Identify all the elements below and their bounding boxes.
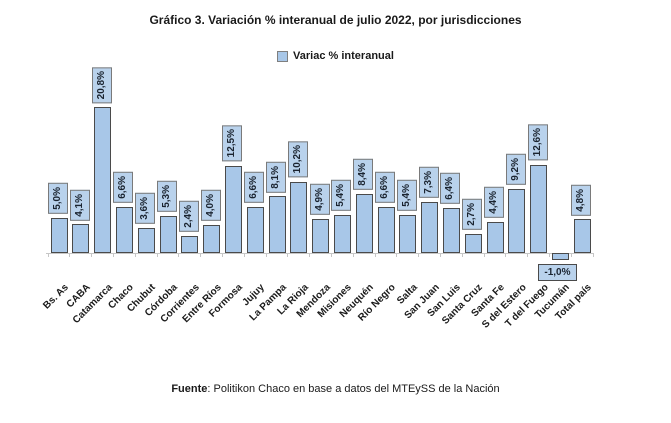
x-axis-tick [592, 253, 594, 257]
x-axis-tick [112, 253, 114, 257]
bar-value-label: 2,7% [462, 199, 483, 231]
source-note: Fuente: Politikon Chaco en base a datos … [0, 383, 671, 395]
bar-Misiones [333, 215, 351, 253]
x-axis-tick [548, 253, 550, 257]
x-axis-tick [221, 253, 223, 257]
bar-value-label: 8,1% [266, 161, 286, 193]
bar-Tucumán [551, 253, 569, 260]
bar-Santa Cruz [464, 234, 482, 253]
x-axis-tick [396, 253, 398, 257]
bar-value-label: 5,4% [396, 180, 417, 212]
bar-value-label: 6,6% [244, 172, 265, 203]
x-axis-tick [570, 253, 572, 257]
bar-value-label: 8,4% [353, 159, 374, 191]
x-axis-label: Bs. As [41, 282, 71, 312]
x-axis-tick [200, 253, 202, 257]
bar-CABA [72, 224, 90, 253]
x-axis-line [46, 253, 594, 254]
bar-value-label: 5,4% [331, 180, 352, 212]
x-axis-tick [439, 253, 441, 257]
bar-Corrientes [181, 236, 199, 253]
bar-T del Fuego [530, 164, 548, 253]
x-axis-tick [461, 253, 463, 257]
bar-Entre Ríos [203, 225, 221, 253]
bar-Chaco [115, 206, 133, 253]
x-axis-tick [505, 253, 507, 257]
x-axis-tick [309, 253, 311, 257]
x-axis-tick [69, 253, 71, 257]
bar-value-label: 4,8% [571, 184, 592, 216]
bar-value-label: 4,4% [484, 187, 504, 219]
bar-Chubut [137, 227, 155, 253]
x-axis-tick [483, 253, 485, 257]
bar-Bs. As [50, 218, 68, 253]
bar-S del Estero [508, 188, 526, 253]
bar-Río Negro [377, 206, 395, 253]
x-axis-tick [527, 253, 529, 257]
bar-value-label: 5,0% [48, 183, 68, 214]
x-axis-tick [330, 253, 332, 257]
x-axis-tick [47, 253, 49, 257]
x-axis-tick [91, 253, 93, 257]
legend: Variac % interanual [0, 50, 671, 62]
bar-Catamarca [94, 107, 112, 253]
bar-San Luis [442, 208, 460, 253]
bar-value-label: 12,5% [222, 125, 243, 162]
legend-swatch-icon [277, 50, 289, 62]
legend-label: Variac % interanual [293, 50, 394, 62]
bar-Formosa [224, 165, 242, 253]
bar-value-label: 6,6% [375, 172, 395, 203]
bar-value-label: 12,6% [527, 124, 548, 161]
x-axis-tick [134, 253, 136, 257]
bar-value-label: -1,0% [538, 264, 577, 281]
bar-value-label: 5,3% [157, 181, 177, 212]
bar-value-label: 20,8% [91, 67, 112, 104]
bar-Córdoba [159, 215, 177, 253]
bar-Total país [573, 219, 591, 253]
bar-value-label: 6,6% [113, 172, 134, 203]
x-axis-tick [178, 253, 180, 257]
bar-San Juan [421, 201, 439, 253]
chart-title: Gráfico 3. Variación % interanual de jul… [149, 13, 522, 27]
bar-Jujuy [246, 206, 264, 253]
bar-value-label: 9,2% [505, 153, 526, 185]
x-axis-tick [156, 253, 158, 257]
x-axis-tick [352, 253, 354, 257]
bar-value-label: 4,0% [200, 190, 221, 221]
x-axis-tick [243, 253, 245, 257]
bar-value-label: 10,2% [287, 141, 308, 178]
bar-value-label: 2,4% [178, 201, 199, 233]
x-axis-tick [418, 253, 420, 257]
source-note-prefix: Fuente [171, 383, 208, 395]
bar-value-label: 3,6% [135, 193, 156, 224]
source-note-text: : Politikon Chaco en base a datos del MT… [207, 383, 500, 395]
bar-value-label: 7,3% [418, 167, 439, 198]
bar-La Pampa [268, 196, 286, 253]
bar-Santa Fe [486, 222, 504, 253]
bar-value-label: 4,1% [69, 189, 90, 221]
bar-Neuquén [355, 194, 373, 253]
bar-Mendoza [312, 218, 330, 253]
x-axis-tick [287, 253, 289, 257]
bar-value-label: 6,4% [440, 173, 461, 205]
bar-value-label: 4,9% [309, 183, 330, 215]
bar-La Rioja [290, 181, 308, 253]
x-axis-tick [265, 253, 267, 257]
x-axis-tick [374, 253, 376, 257]
bar-Salta [399, 215, 417, 253]
